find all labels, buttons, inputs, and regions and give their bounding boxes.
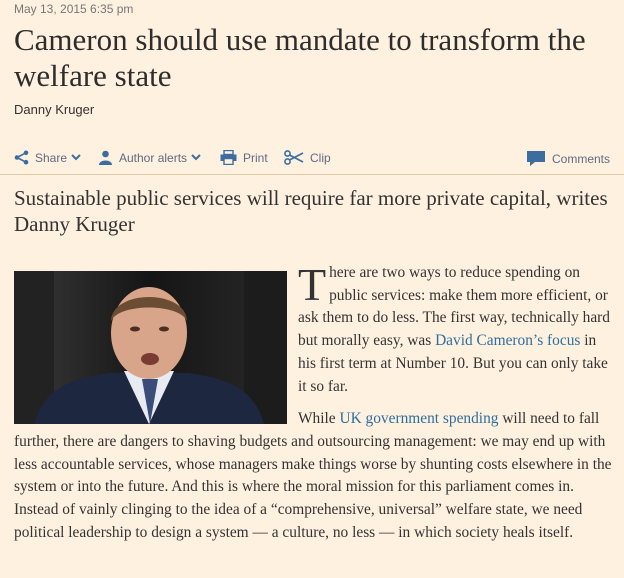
comments-button[interactable]: Comments [526, 150, 610, 167]
person-icon [99, 150, 112, 165]
david-cameron-focus-link[interactable]: David Cameron’s focus [435, 332, 581, 350]
share-button[interactable]: Share [14, 150, 81, 165]
standfirst: Sustainable public services will require… [14, 186, 608, 236]
author-alerts-button[interactable]: Author alerts [98, 150, 201, 165]
paragraph-1-text-a: here are two ways to reduce spending on … [298, 264, 611, 350]
paragraph-2-text-b: will need to fall further, there are dan… [14, 410, 612, 541]
dropcap: T [298, 259, 327, 310]
share-icon [14, 150, 29, 165]
clip-label: Clip [310, 150, 331, 165]
headline: Cameron should use mandate to transform … [14, 22, 586, 93]
chevron-down-icon [191, 154, 201, 161]
comments-label: Comments [552, 151, 611, 166]
uk-government-spending-link[interactable]: UK government spending [339, 410, 499, 428]
printer-icon [220, 150, 237, 165]
paragraph-2: While UK government spending will need t… [14, 408, 614, 544]
chevron-down-icon [71, 154, 81, 161]
paragraph-1-text-b: in his first term at Number 10. But you … [298, 332, 608, 395]
print-button[interactable]: Print [220, 150, 268, 165]
timestamp: May 13, 2015 6:35 pm [14, 2, 134, 16]
scissors-icon [284, 150, 304, 165]
share-label: Share [35, 150, 68, 165]
paragraph-2-text-a: While [298, 410, 340, 428]
author-alerts-label: Author alerts [119, 150, 188, 165]
comment-bubble-icon [527, 151, 545, 166]
article-toolbar: Share Author alerts Print Clip [0, 144, 624, 175]
author-byline[interactable]: Danny Kruger [14, 102, 95, 117]
article-photo [14, 271, 287, 424]
clip-button[interactable]: Clip [284, 150, 331, 165]
print-label: Print [243, 150, 268, 165]
